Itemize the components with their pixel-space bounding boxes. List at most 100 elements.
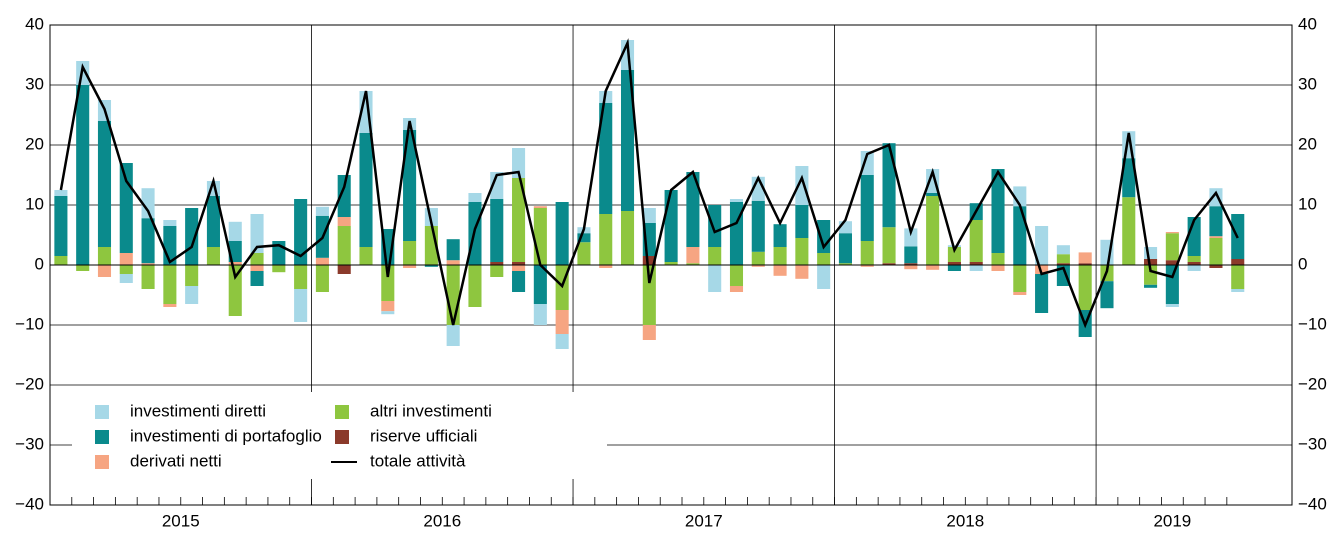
total-line [59,38,1239,329]
bar-segment [882,227,896,264]
bar-segment [250,214,264,253]
bar-segment [141,218,155,264]
bar-segment [512,262,526,265]
bar-segment [599,103,613,214]
legend-label: totale attività [370,451,466,470]
bar-segment [163,220,177,226]
bar-segment [403,265,417,268]
bar-segment [751,251,765,265]
bar-segment [577,233,591,243]
bar-segment [969,265,983,271]
bar-segment [1187,262,1201,265]
legend-swatch [335,430,349,444]
bar-segment [947,262,961,265]
bar-segment [1187,265,1201,271]
bar-segment [76,85,90,265]
bar-segment [642,208,656,223]
bar-segment [991,265,1005,271]
legend-label: investimenti di portafoglio [130,426,322,445]
legend-swatch [95,430,109,444]
bar-segment [533,265,547,304]
bar-segment [642,325,656,340]
legend-label: derivati netti [130,451,222,470]
bar-segment [97,121,112,247]
bar-segment [185,265,199,286]
bar-segment [795,166,809,205]
bar-segment [228,241,242,262]
y2-tick-label: 40 [1298,14,1317,33]
bar-segment [337,226,351,265]
x-tick-label: 2015 [162,511,200,530]
y-tick-label: 30 [25,74,44,93]
bar-segment [76,265,90,271]
bar-segment [272,265,286,273]
bar-segment [773,224,787,247]
bar-segment [599,214,613,265]
bar-segment [97,265,112,277]
bar-segment [512,265,526,271]
bar-segment [446,260,460,265]
bar-segment [751,265,765,267]
bar-segment [141,263,155,265]
y-tick-label: −10 [15,314,44,333]
bar-segment [97,247,112,265]
bar-segment [315,257,329,265]
bar-segment [315,206,329,216]
bar-segment [729,199,744,202]
bar-segment [1056,245,1070,255]
bar-segment [1035,274,1049,313]
bar-segment [446,325,460,346]
bar-segment [1144,284,1158,288]
bar-segment [1165,233,1179,261]
bar-segment [904,246,918,264]
bar-segment [490,262,504,265]
bar-segment [882,263,896,265]
bar-segment [1144,265,1158,285]
bar-segment [1013,265,1027,292]
y-tick-label: −30 [15,434,44,453]
bar-segment [904,228,918,247]
bar-segment [468,193,482,202]
bar-segment [163,304,177,307]
bar-segment [381,301,395,312]
bar-segment [860,241,874,265]
y-tick-label: −40 [15,494,44,513]
bar-segment [54,190,68,196]
bar-segment [54,256,68,265]
bar-segment [119,253,133,265]
bar-segment [250,265,264,271]
bar-segment [228,221,242,241]
y-tick-label: 0 [35,254,44,273]
bar-segment [947,247,961,262]
bar-segment [1078,263,1092,265]
bar-segment [599,265,613,268]
bar-segment [991,253,1005,265]
bar-segment [1013,206,1027,265]
bar-segment [1165,260,1179,265]
bar-segment [119,274,133,283]
bar-segment [1187,256,1201,262]
bar-segment [708,205,722,247]
bar-segment [1056,254,1070,264]
bar-segment [490,199,504,262]
bar-segment [904,265,918,270]
bar-segment [555,310,569,334]
bar-segment [773,265,787,276]
bar-segment [686,247,700,264]
legend-label: investimenti diretti [130,401,266,420]
bar-segment [620,211,635,265]
bar-segment [729,265,744,286]
bar-segment [664,190,678,262]
bar-segment [686,263,700,265]
bar-segment [926,265,940,270]
bar-segment [403,241,417,265]
y2-tick-label: 10 [1298,194,1317,213]
bar-segment [337,217,351,226]
bar-segment [969,220,983,262]
bar-segment [1078,252,1092,264]
bar-segment [206,247,220,265]
bar-segment [315,265,329,292]
y-tick-label: 10 [25,194,44,213]
bar-segment [708,265,722,292]
